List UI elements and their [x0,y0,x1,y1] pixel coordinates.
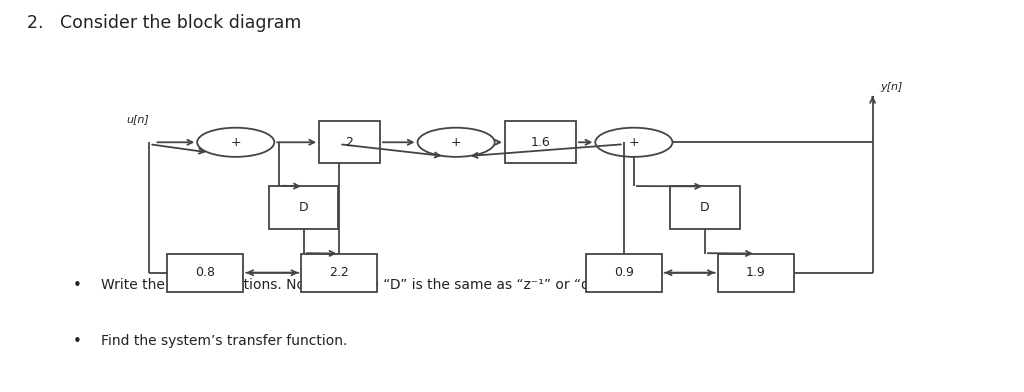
Text: 2: 2 [345,136,353,149]
Text: y[n]: y[n] [881,82,903,93]
FancyBboxPatch shape [671,187,739,229]
FancyBboxPatch shape [167,254,244,292]
Text: 2.   Consider the block diagram: 2. Consider the block diagram [27,14,301,32]
Text: D: D [700,201,710,214]
Text: Write the state equations. Note that the “D” is the same as “z⁻¹” or “delay.”: Write the state equations. Note that the… [100,278,629,292]
Text: +: + [451,136,462,149]
FancyBboxPatch shape [586,254,662,292]
FancyBboxPatch shape [505,121,575,163]
Text: u[n]: u[n] [127,114,150,124]
FancyBboxPatch shape [301,254,378,292]
Text: D: D [299,201,308,214]
FancyBboxPatch shape [269,187,338,229]
Text: 2.2: 2.2 [330,266,349,279]
FancyBboxPatch shape [718,254,794,292]
Text: 0.8: 0.8 [196,266,215,279]
Text: 1.6: 1.6 [530,136,550,149]
Text: +: + [230,136,241,149]
Text: •: • [74,334,82,349]
Text: 0.9: 0.9 [613,266,634,279]
Text: Find the system’s transfer function.: Find the system’s transfer function. [100,334,347,348]
Text: 1.9: 1.9 [745,266,766,279]
Text: •: • [74,278,82,294]
Text: +: + [629,136,639,149]
FancyBboxPatch shape [319,121,380,163]
